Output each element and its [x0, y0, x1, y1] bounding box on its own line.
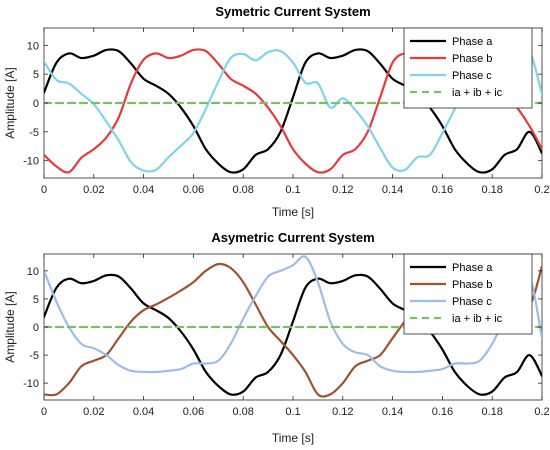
- x-tick-label: 0.16: [432, 406, 453, 418]
- legend: Phase a Phase b Phase c ia + ib + ic: [403, 253, 533, 335]
- y-axis-label: Amplitude [A]: [3, 67, 17, 138]
- x-tick-label: 0.12: [332, 406, 353, 418]
- x-tick-label: 0.18: [481, 406, 502, 418]
- x-tick-label: 0.1: [285, 184, 300, 196]
- x-axis-label: Time [s]: [272, 205, 314, 219]
- x-tick-label: 0.2: [534, 406, 549, 418]
- y-tick-label: -5: [29, 127, 39, 139]
- y-axis-label: Amplitude [A]: [3, 291, 17, 362]
- y-tick-label: 5: [33, 294, 39, 306]
- y-tick-label: 10: [27, 266, 39, 278]
- x-tick-label: 0.02: [83, 406, 104, 418]
- y-tick-label: -10: [23, 156, 39, 168]
- x-tick-label: 0.14: [382, 406, 403, 418]
- x-tick-label: 0.06: [183, 184, 204, 196]
- legend-label: ia + ib + ic: [452, 87, 503, 99]
- legend-label: Phase b: [452, 279, 492, 291]
- y-tick-label: 0: [33, 98, 39, 110]
- x-tick-label: 0.18: [481, 184, 502, 196]
- chart-asymmetric: Asymetric Current System 0 0.02 0.04 0.06 0.0…: [3, 230, 550, 445]
- x-tick-label: 0.02: [83, 184, 104, 196]
- x-tick-label: 0.08: [232, 406, 253, 418]
- series-line-phase-a: [44, 48, 542, 174]
- chart-symmetric: Symetric Current System 0 0.02 0.04 0.06 0.08…: [3, 4, 550, 219]
- x-tick-label: 0: [41, 184, 47, 196]
- series-line-phase-c: [44, 255, 542, 374]
- x-tick-label: 0.04: [133, 184, 154, 196]
- x-tick-label: 0.1: [285, 406, 300, 418]
- x-tick-label: 0.04: [133, 406, 154, 418]
- x-axis-label: Time [s]: [272, 431, 314, 445]
- y-tick-label: -10: [23, 378, 39, 390]
- legend: Phase a Phase b Phase c ia + ib + ic: [403, 27, 533, 109]
- legend-label: Phase a: [452, 36, 493, 48]
- x-tick-label: 0: [41, 406, 47, 418]
- x-tick-label: 0.12: [332, 184, 353, 196]
- y-tick-label: -5: [29, 350, 39, 362]
- legend-label: Phase a: [452, 262, 493, 274]
- chart-title: Asymetric Current System: [211, 230, 374, 245]
- x-tick-label: 0.2: [534, 184, 549, 196]
- legend-label: Phase c: [452, 70, 492, 82]
- y-tick-label: 0: [33, 322, 39, 334]
- x-tick-label: 0.14: [382, 184, 403, 196]
- legend-label: Phase b: [452, 53, 492, 65]
- y-tick-label: 10: [27, 40, 39, 52]
- series-line-phase-a: [44, 273, 542, 396]
- y-tick-label: 5: [33, 69, 39, 81]
- legend-label: Phase c: [452, 296, 492, 308]
- x-tick-label: 0.16: [432, 184, 453, 196]
- legend-label: ia + ib + ic: [452, 313, 503, 325]
- x-tick-label: 0.06: [183, 406, 204, 418]
- x-tick-label: 0.08: [232, 184, 253, 196]
- chart-title: Symetric Current System: [215, 4, 370, 19]
